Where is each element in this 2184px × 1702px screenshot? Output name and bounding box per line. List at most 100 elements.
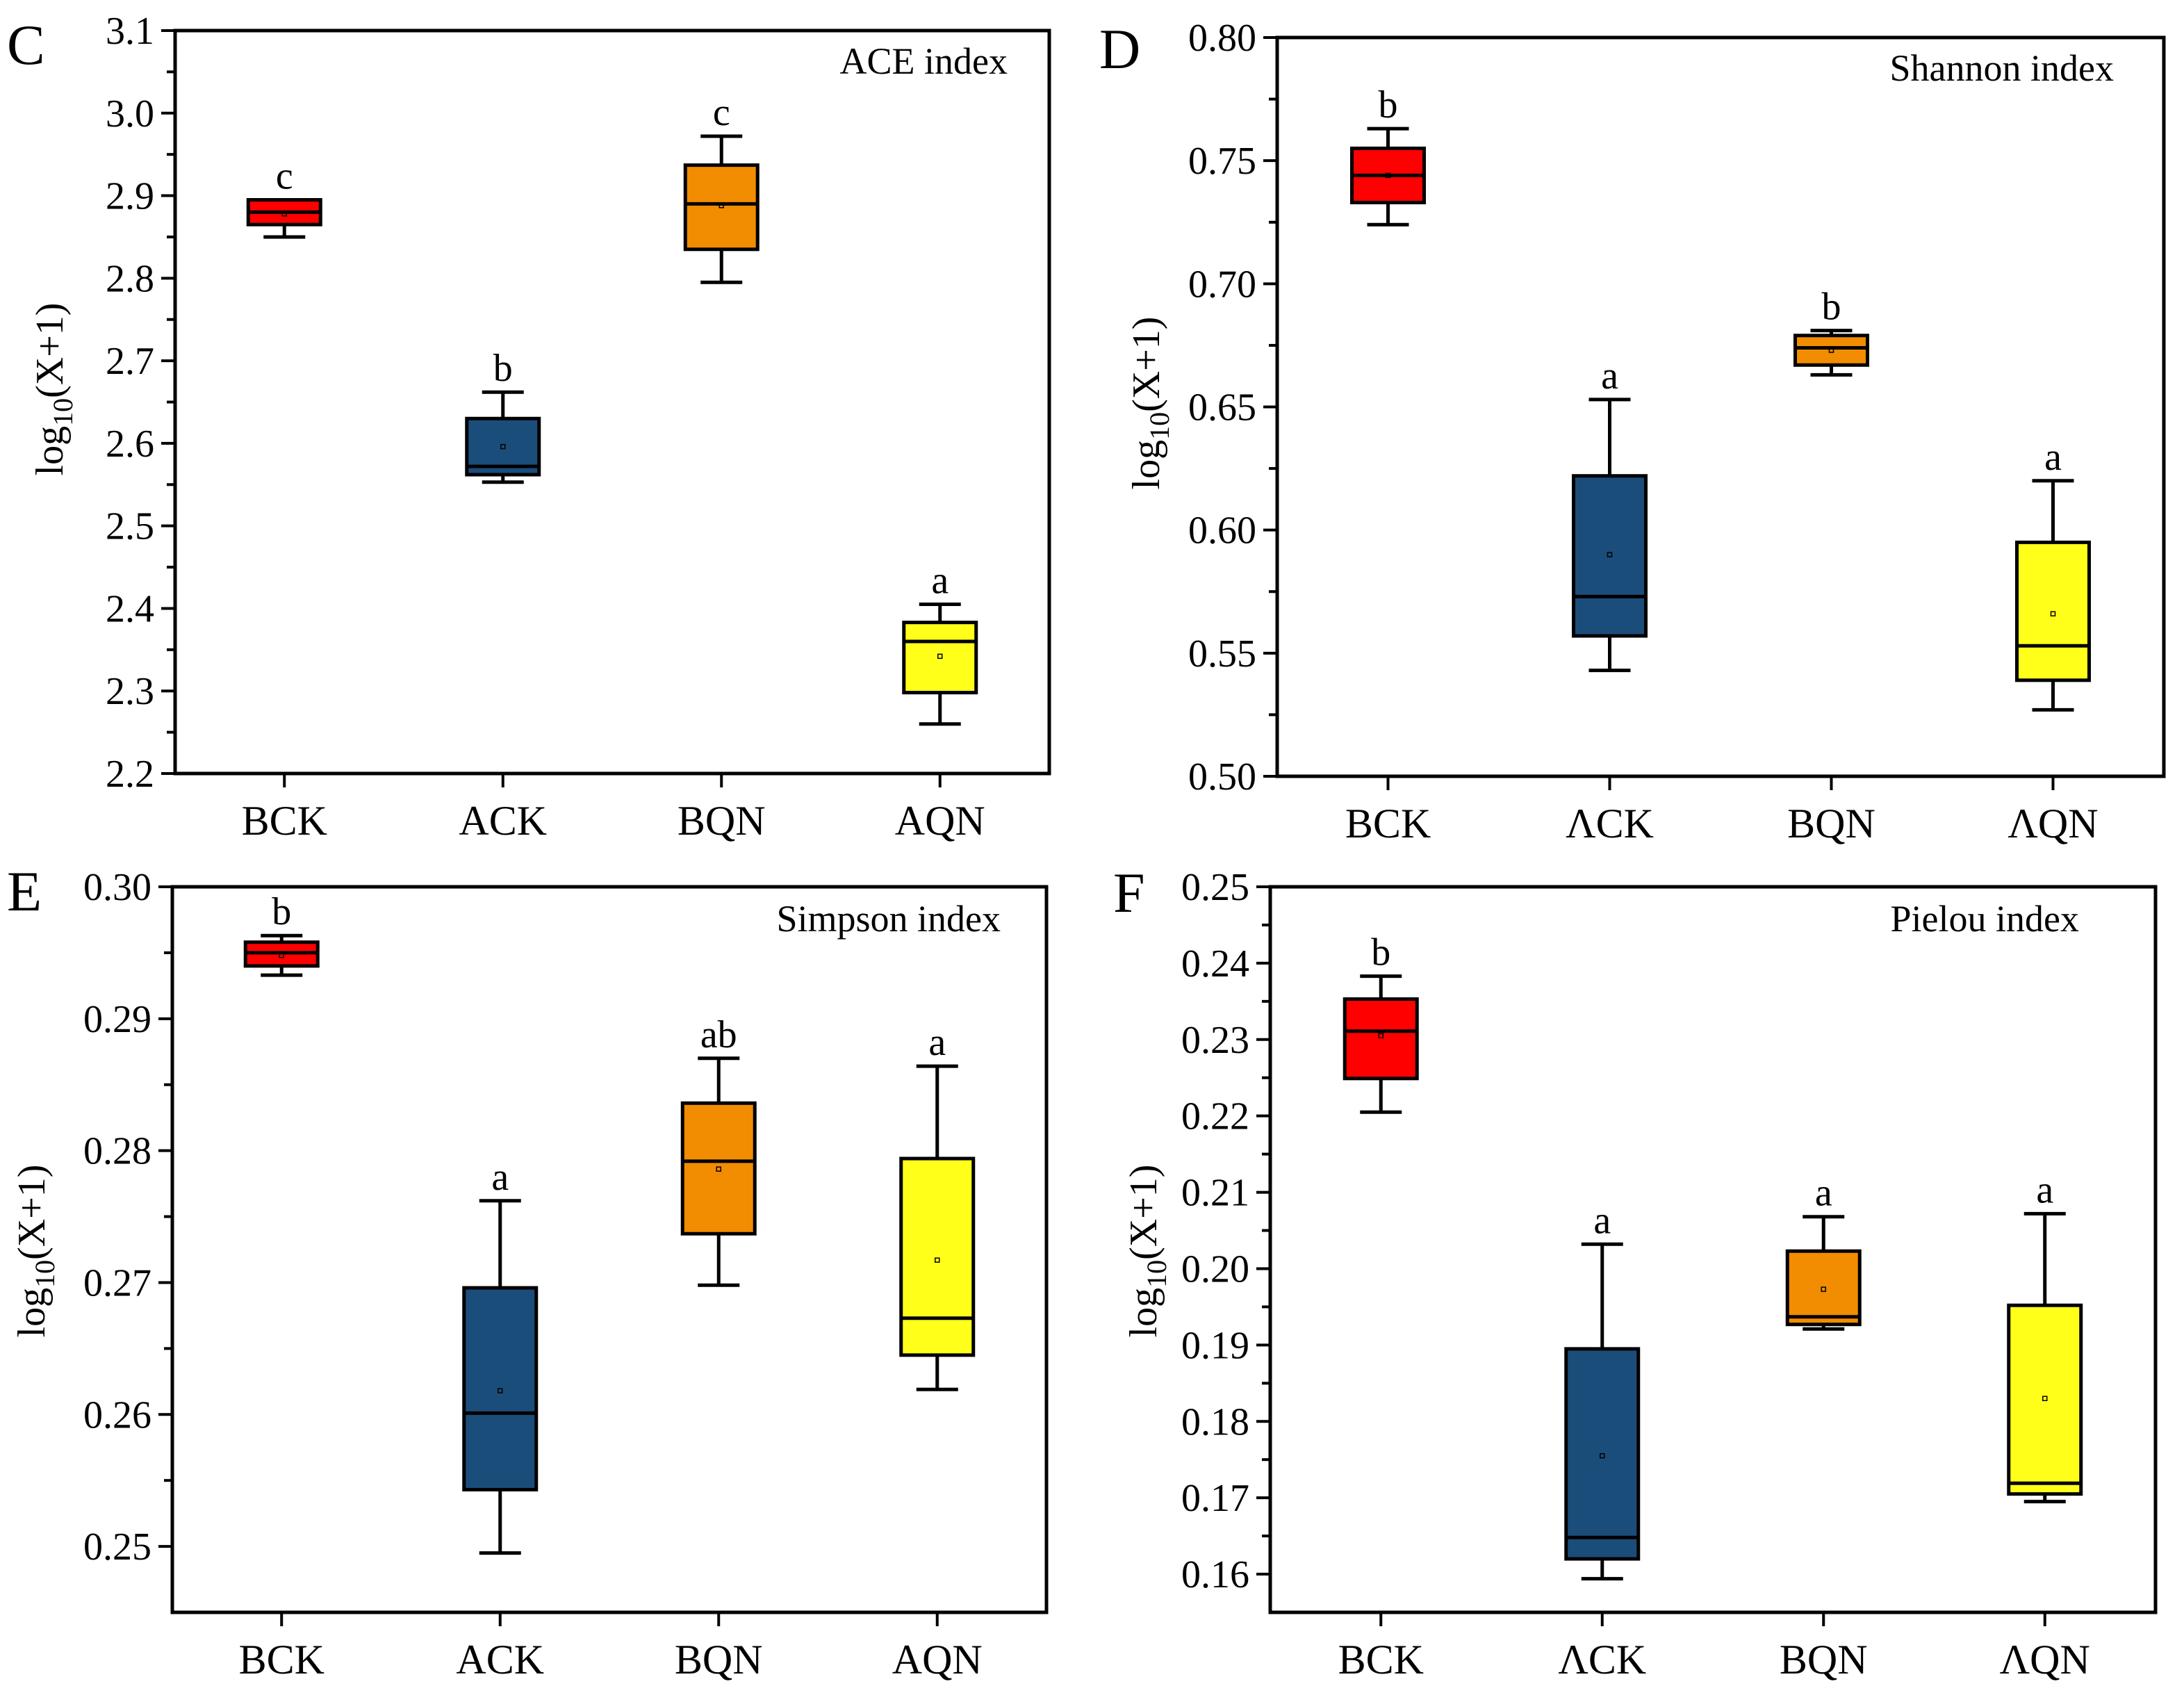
panel-c-y-axis-label: log10(X+1)	[28, 303, 79, 476]
panel-c: C ACE index log10(X+1) 2.22.32.42.52.62.…	[7, 10, 1051, 844]
panel-f-title: Pielou index	[1891, 898, 2079, 940]
significance-letter: c	[713, 91, 730, 134]
y-tick-label: 0.50	[1188, 755, 1256, 799]
box-bqn	[1785, 1249, 1862, 1327]
y-tick-label: 2.9	[106, 175, 154, 218]
y-tick-label: 0.27	[83, 1261, 151, 1304]
y-tick-label: 2.3	[106, 670, 154, 713]
x-tick-label: AQN	[895, 798, 985, 844]
significance-letter: c	[276, 154, 293, 197]
mean-marker	[2042, 1396, 2048, 1402]
x-tick-label: ΛQN	[2000, 1637, 2090, 1683]
mean-marker	[500, 443, 506, 450]
y-tick-label: 0.16	[1181, 1553, 1249, 1596]
x-tick-label: ACK	[459, 798, 547, 844]
significance-letter: ab	[700, 1013, 737, 1056]
y-tick-label: 2.7	[106, 340, 154, 383]
y-tick-label: 0.55	[1188, 632, 1256, 676]
mean-marker	[1385, 172, 1391, 179]
y-tick-label: 0.28	[83, 1130, 151, 1173]
panel-d-y-axis-label: log10(X+1)	[1125, 317, 1175, 490]
mean-marker	[716, 1166, 721, 1172]
y-tick-label: 0.60	[1188, 509, 1256, 553]
x-tick-label: BCK	[239, 1637, 325, 1683]
x-tick-label: BCK	[242, 798, 327, 844]
mean-marker	[1600, 1453, 1605, 1459]
box-bck	[1343, 997, 1419, 1081]
panel-d-y-ticks: 0.50 0.55 0.60 0.65 0.70 0.75 0.80	[1188, 17, 1277, 799]
x-tick-label: BQN	[678, 798, 766, 844]
panel-f: F Pielou index log10(X+1) 0.16 0.17 0.18 0.…	[1113, 861, 2158, 1683]
panel-f-y-axis-label: log10(X+1)	[1122, 1165, 1172, 1338]
panel-c-title: ACE index	[840, 40, 1008, 82]
y-tick-label: 0.80	[1188, 17, 1256, 60]
y-tick-label: 0.29	[83, 998, 151, 1041]
significance-letter: b	[1371, 931, 1390, 974]
y-tick-label: 0.24	[1181, 942, 1249, 985]
panel-e-plot: BCK b ACK a BQN ab AQN a	[239, 890, 983, 1683]
y-tick-label: 0.18	[1181, 1400, 1249, 1443]
panel-d-title: Shannon index	[1890, 47, 2114, 89]
box-bqn	[1793, 334, 1869, 367]
significance-letter: b	[272, 890, 291, 933]
box-bqn	[683, 163, 760, 252]
panel-d: D Shannon index log10(X+1) 0.50 0.55 0.60 0…	[1099, 17, 2166, 846]
mean-marker	[498, 1388, 503, 1393]
y-tick-label: 0.75	[1188, 140, 1256, 183]
mean-marker	[937, 653, 943, 660]
significance-letter: a	[2044, 436, 2062, 479]
panel-c-plot: BCK c ACK b BQN c AQN a	[242, 91, 985, 844]
panel-letter-f: F	[1113, 861, 1145, 924]
panel-letter-d: D	[1099, 17, 1140, 81]
y-tick-label: 2.4	[106, 587, 154, 630]
y-tick-label: 2.6	[106, 423, 154, 466]
y-tick-label: 0.17	[1181, 1477, 1249, 1520]
panel-d-frame	[1275, 35, 2166, 778]
y-tick-label: 0.70	[1188, 263, 1256, 306]
panel-letter-c: C	[7, 13, 45, 76]
mean-marker	[1828, 347, 1834, 353]
panel-e-frame	[170, 885, 1049, 1614]
significance-letter: a	[2036, 1168, 2053, 1211]
x-tick-label: BQN	[1780, 1637, 1868, 1683]
box-ack	[1572, 474, 1648, 638]
significance-letter: b	[493, 347, 513, 390]
x-tick-label: BCK	[1345, 801, 1431, 846]
y-tick-label: 0.30	[83, 866, 151, 909]
panel-e: E Simpson index log10(X+1) 0.250.260.270…	[7, 860, 1049, 1683]
y-tick-label: 3.0	[106, 92, 154, 136]
panel-e-y-ticks: 0.25 0.26 0.27 0.28 0.29 0.30	[83, 866, 172, 1569]
x-tick-label: BQN	[1787, 801, 1875, 846]
mean-marker	[279, 952, 284, 958]
mean-marker	[1607, 552, 1613, 557]
box-aqn	[899, 1156, 976, 1357]
panel-e-title: Simpson index	[776, 898, 1001, 940]
x-tick-label: ΛCK	[1566, 801, 1654, 846]
y-tick-label: 0.23	[1181, 1019, 1249, 1062]
x-tick-label: BQN	[675, 1637, 763, 1683]
significance-letter: a	[1815, 1172, 1832, 1215]
box-aqn	[2007, 1303, 2083, 1496]
y-tick-label: 0.22	[1181, 1095, 1249, 1138]
y-tick-label: 0.20	[1181, 1247, 1249, 1291]
panel-d-plot: BCK b ΛCK a BQN b ΛQN a	[1345, 83, 2099, 846]
x-tick-label: BCK	[1338, 1637, 1424, 1683]
panel-letter-e: E	[7, 860, 42, 923]
x-tick-label: AQN	[892, 1637, 983, 1683]
significance-letter: a	[928, 1021, 946, 1064]
y-tick-label: 0.21	[1181, 1172, 1249, 1215]
box-bqn	[680, 1101, 757, 1236]
significance-letter: b	[1379, 83, 1398, 126]
mean-marker	[1378, 1033, 1384, 1039]
panel-f-frame	[1268, 885, 2158, 1614]
significance-letter: a	[931, 559, 949, 603]
y-tick-label: 0.26	[83, 1393, 151, 1437]
mean-marker	[1821, 1286, 1826, 1292]
significance-letter: b	[1822, 286, 1841, 329]
panel-c-frame	[173, 28, 1051, 776]
mean-marker	[719, 203, 724, 208]
x-tick-label: ΛQN	[2008, 801, 2098, 846]
x-tick-label: ACK	[456, 1637, 544, 1683]
